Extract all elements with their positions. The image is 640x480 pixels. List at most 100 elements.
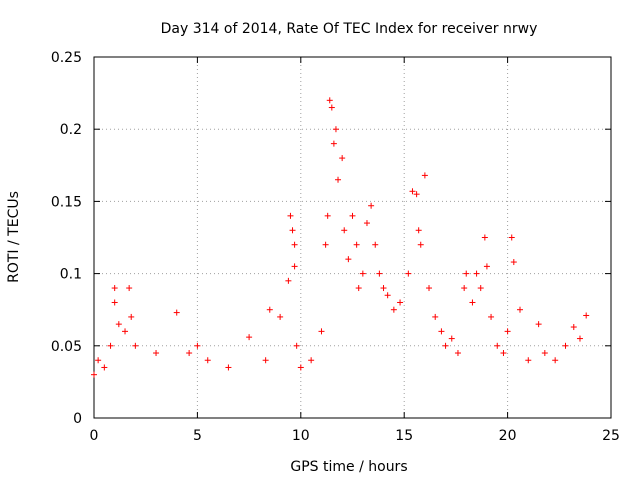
data-point (481, 234, 488, 241)
data-point (390, 306, 397, 313)
data-point (287, 212, 294, 219)
data-point (517, 306, 524, 313)
data-point (376, 270, 383, 277)
data-point (341, 227, 348, 234)
data-point (363, 220, 370, 227)
data-point (322, 241, 329, 248)
data-point (111, 285, 118, 292)
data-point (494, 342, 501, 349)
data-point (318, 328, 325, 335)
data-point (477, 285, 484, 292)
chart-title: Day 314 of 2014, Rate Of TEC Index for r… (161, 21, 538, 37)
data-point (409, 188, 416, 195)
data-point (535, 321, 542, 328)
data-point (91, 371, 97, 378)
data-point (405, 270, 412, 277)
data-point (246, 334, 253, 341)
data-point (339, 155, 346, 162)
data-point (552, 357, 559, 364)
data-point (415, 227, 422, 234)
data-point (194, 342, 201, 349)
y-tick-label: 0.2 (60, 122, 82, 138)
data-point (421, 172, 428, 179)
data-point (225, 364, 232, 371)
data-point (500, 350, 507, 357)
data-point (289, 227, 296, 234)
data-point (426, 285, 433, 292)
data-point (324, 212, 331, 219)
data-point (293, 342, 300, 349)
data-point (469, 299, 476, 306)
data-point (277, 313, 284, 320)
plot-frame (93, 56, 612, 419)
data-point (115, 321, 122, 328)
data-point (413, 191, 420, 198)
x-axis-label: GPS time / hours (290, 459, 407, 475)
data-point (372, 241, 379, 248)
data-point (442, 342, 449, 349)
data-point (461, 285, 468, 292)
data-point (345, 256, 352, 263)
data-point (417, 241, 424, 248)
data-point (128, 313, 135, 320)
data-point (353, 241, 360, 248)
data-point (355, 285, 362, 292)
data-point (576, 335, 583, 342)
data-point (107, 342, 114, 349)
data-point (126, 285, 133, 292)
data-point (111, 299, 118, 306)
data-point (291, 241, 298, 248)
data-point (308, 357, 315, 364)
data-point (122, 328, 129, 335)
data-point (349, 212, 356, 219)
data-point (397, 299, 404, 306)
data-point (297, 364, 304, 371)
data-point (328, 104, 335, 111)
data-point (330, 140, 337, 147)
data-point (332, 126, 339, 133)
x-tick-label: 25 (602, 428, 620, 444)
data-point (326, 97, 333, 104)
data-point (368, 202, 375, 209)
data-point (448, 335, 455, 342)
y-axis-label: ROTI / TECUs (6, 191, 22, 283)
axes (93, 56, 612, 419)
data-point (473, 270, 480, 277)
data-point (508, 234, 515, 241)
data-point (510, 259, 517, 266)
data-point (380, 285, 387, 292)
data-point (266, 306, 273, 313)
tick-labels: 0 5 10 15 20 25 0 0.05 0.1 0.15 0.2 0.25 (51, 50, 620, 444)
x-tick-label: 10 (292, 428, 310, 444)
data-point (438, 328, 445, 335)
y-tick-label: 0.15 (51, 194, 82, 210)
data-point (291, 263, 298, 270)
y-tick-label: 0.25 (51, 50, 82, 66)
data-point (153, 350, 160, 357)
data-point (384, 292, 391, 299)
data-point (525, 357, 532, 364)
data-point (583, 312, 590, 319)
data-point (95, 357, 102, 364)
data-point (432, 313, 439, 320)
x-tick-label: 5 (193, 428, 202, 444)
data-point (488, 313, 495, 320)
data-point (204, 357, 211, 364)
x-tick-label: 15 (395, 428, 413, 444)
y-tick-label: 0 (73, 411, 82, 427)
data-point (504, 328, 511, 335)
data-point (562, 342, 569, 349)
grid-lines (94, 57, 611, 418)
data-point (285, 277, 292, 284)
data-point (454, 350, 461, 357)
data-point (132, 342, 139, 349)
data-points (91, 97, 590, 378)
data-point (483, 263, 490, 270)
data-point (101, 364, 108, 371)
data-point (463, 270, 470, 277)
data-point (173, 309, 180, 316)
data-point (570, 324, 577, 331)
x-tick-label: 20 (499, 428, 517, 444)
data-point (359, 270, 366, 277)
